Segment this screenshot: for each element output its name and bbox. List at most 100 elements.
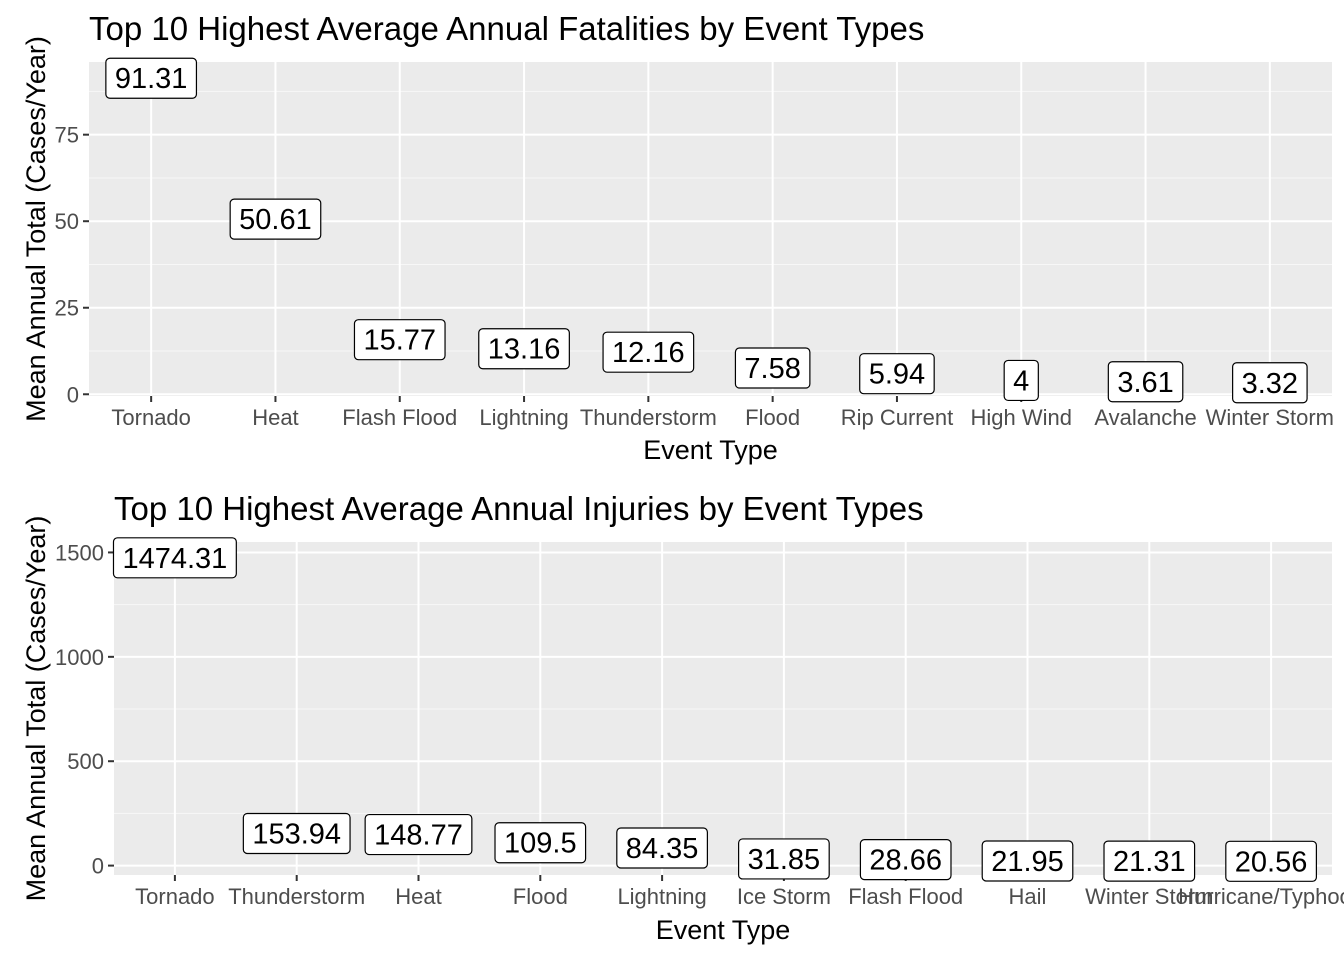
- y-axis-title: Mean Annual Total (Cases/Year): [21, 516, 51, 902]
- value-label-text: 84.35: [626, 833, 699, 865]
- value-label: 28.66: [859, 839, 952, 881]
- value-label: 5.94: [859, 353, 935, 395]
- y-tick-label: 500: [67, 749, 104, 774]
- value-label-text: 3.61: [1117, 367, 1173, 399]
- value-label-box: [494, 822, 587, 864]
- x-tick-label: Heat: [395, 884, 441, 909]
- value-label-box: [112, 537, 237, 579]
- value-label: 12.16: [602, 331, 695, 373]
- value-label: 31.85: [738, 838, 830, 880]
- value-label-text: 3.32: [1242, 368, 1298, 400]
- x-tick-label: Heat: [252, 405, 298, 430]
- data-labels: 1474.31 153.94 148.77 109.5 84.35 31.85 28.66 2…: [112, 537, 1317, 882]
- value-label-text: 12.16: [612, 337, 685, 369]
- x-tick-label: Rip Current: [841, 405, 953, 430]
- x-tick-label: Thunderstorm: [228, 884, 365, 909]
- x-tick-label: Winter Storm: [1206, 405, 1334, 430]
- data-labels: 91.31 50.61 15.77 13.16 12.16 7.58 5.94 4 3.61 3.…: [105, 57, 1308, 404]
- fatalities-chart: Top 10 Highest Average Annual Fatalities…: [21, 10, 1334, 465]
- value-label: 21.31: [1103, 840, 1196, 882]
- value-label-text: 31.85: [748, 844, 821, 876]
- value-label-text: 109.5: [504, 828, 577, 860]
- chart-title: Top 10 Highest Average Annual Injuries b…: [114, 490, 924, 527]
- value-label-box: [1232, 362, 1308, 404]
- value-label: 84.35: [616, 827, 708, 869]
- value-label: 4: [1003, 359, 1039, 402]
- y-tick-label: 25: [55, 296, 79, 321]
- value-label: 3.32: [1232, 362, 1308, 404]
- value-label-box: [981, 840, 1074, 882]
- value-label-box: [478, 328, 570, 370]
- value-label-box: [1103, 840, 1196, 882]
- y-tick-label: 1500: [55, 540, 104, 565]
- value-label-box: [616, 827, 708, 869]
- x-tick-label: Hail: [1009, 884, 1047, 909]
- value-label-text: 4: [1013, 365, 1029, 397]
- x-tick-label: Tornado: [135, 884, 215, 909]
- x-tick-label: Lightning: [479, 405, 568, 430]
- value-label-text: 7.58: [744, 353, 800, 385]
- value-label-text: 5.94: [869, 359, 925, 391]
- y-axis-title: Mean Annual Total (Cases/Year): [21, 36, 51, 422]
- x-tick-label: Hurricane/Typhoon: [1178, 884, 1344, 909]
- value-label-text: 153.94: [252, 818, 341, 850]
- x-tick-label: Lightning: [617, 884, 706, 909]
- y-tick-label: 1000: [55, 645, 104, 670]
- gridlines: [114, 542, 1332, 875]
- value-label-text: 21.31: [1113, 846, 1186, 878]
- value-label-text: 28.66: [869, 845, 942, 877]
- x-tick-label: Ice Storm: [737, 884, 831, 909]
- value-label: 148.77: [364, 813, 473, 856]
- value-label-box: [734, 347, 811, 389]
- value-label: 21.95: [981, 840, 1074, 882]
- value-label: 109.5: [494, 822, 587, 864]
- y-tick-label: 75: [55, 123, 79, 148]
- x-tick-label: High Wind: [971, 405, 1072, 430]
- value-label-text: 91.31: [115, 63, 188, 95]
- value-label-box: [602, 331, 695, 373]
- value-label: 91.31: [105, 57, 198, 99]
- y-tick-label: 0: [67, 382, 79, 407]
- value-label: 1474.31: [112, 537, 237, 579]
- x-tick-label: Tornado: [111, 405, 191, 430]
- value-label: 3.61: [1107, 361, 1184, 403]
- value-label-text: 1474.31: [122, 543, 227, 575]
- x-tick-label: Flash Flood: [342, 405, 457, 430]
- value-label: 13.16: [478, 328, 570, 370]
- value-label-text: 20.56: [1235, 846, 1308, 878]
- value-label-box: [353, 319, 446, 361]
- value-label: 50.61: [229, 198, 322, 240]
- value-label: 153.94: [242, 812, 351, 855]
- x-axis: Tornado Thunderstorm Heat Flood Lightning Ice…: [135, 875, 1344, 909]
- x-axis-title: Event Type: [643, 435, 778, 465]
- chart-title: Top 10 Highest Average Annual Fatalities…: [89, 10, 924, 47]
- value-label: 7.58: [734, 347, 811, 389]
- value-label-text: 13.16: [488, 334, 561, 366]
- y-tick-label: 50: [55, 209, 79, 234]
- value-label-box: [738, 838, 830, 880]
- value-label-box: [1225, 840, 1317, 882]
- value-label-text: 21.95: [991, 846, 1064, 878]
- x-tick-label: Thunderstorm: [580, 405, 717, 430]
- value-label-box: [859, 353, 935, 395]
- value-label-box: [105, 57, 198, 99]
- x-tick-label: Winter Storm: [1085, 884, 1213, 909]
- x-tick-label: Avalanche: [1094, 405, 1196, 430]
- x-tick-label: Flood: [513, 884, 568, 909]
- y-axis: 0 500 1000 1500: [55, 540, 114, 879]
- value-label-box: [1107, 361, 1184, 403]
- value-label-text: 50.61: [239, 204, 312, 236]
- injuries-chart: Top 10 Highest Average Annual Injuries b…: [21, 490, 1344, 945]
- value-label-box: [1003, 359, 1039, 402]
- y-tick-label: 0: [92, 854, 104, 879]
- value-label-box: [242, 812, 351, 855]
- x-tick-label: Flood: [745, 405, 800, 430]
- value-label-text: 15.77: [363, 325, 436, 357]
- value-label-box: [859, 839, 952, 881]
- x-tick-label: Flash Flood: [848, 884, 963, 909]
- value-label: 15.77: [353, 319, 446, 361]
- value-label-box: [229, 198, 322, 240]
- x-axis-title: Event Type: [656, 915, 791, 945]
- x-axis: Tornado Heat Flash Flood Lightning Thunderst…: [111, 396, 1334, 430]
